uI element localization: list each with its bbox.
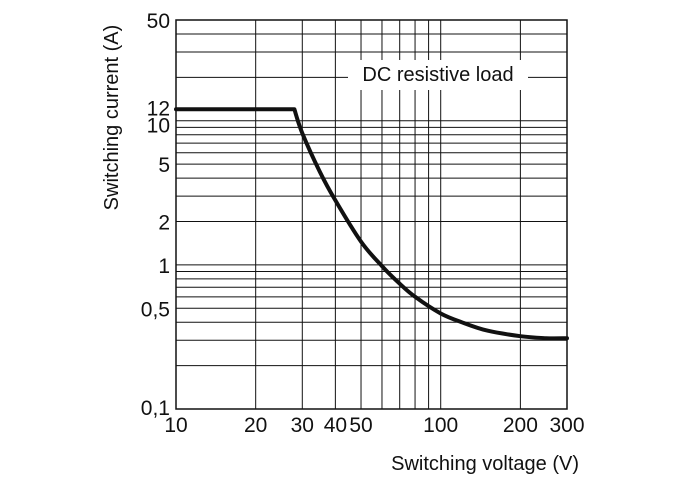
plot-frame (175, 19, 568, 410)
x-tick-label: 40 (324, 414, 347, 437)
x-axis-label: Switching voltage (V) (391, 453, 579, 475)
y-tick-label: 2 (158, 211, 170, 234)
x-tick-label: 30 (291, 414, 314, 437)
x-tick-label: 200 (503, 414, 538, 437)
y-tick-label: 10 (147, 115, 170, 138)
x-tick-label: 20 (244, 414, 267, 437)
annotation: DC resistive load (348, 60, 528, 90)
y-tick-label: 0,1 (141, 397, 170, 420)
y-tick-label: 0,5 (141, 298, 170, 321)
y-tick-label: 1 (158, 255, 170, 278)
x-tick-label: 300 (549, 414, 584, 437)
x-tick-labels: 10 20 30 40 50 100 200 300 (164, 414, 584, 437)
annotation-background (348, 60, 528, 90)
x-tick-label: 100 (423, 414, 458, 437)
annotation-text: DC resistive load (362, 64, 513, 86)
y-axis-label: Switching current (A) (101, 25, 123, 211)
y-tick-label: 50 (147, 10, 170, 33)
y-tick-label: 5 (158, 154, 170, 177)
series-line (174, 107, 569, 341)
x-tick-label: 10 (164, 414, 187, 437)
x-tick-label: 50 (349, 414, 372, 437)
y-tick-label: 12 (147, 97, 170, 120)
